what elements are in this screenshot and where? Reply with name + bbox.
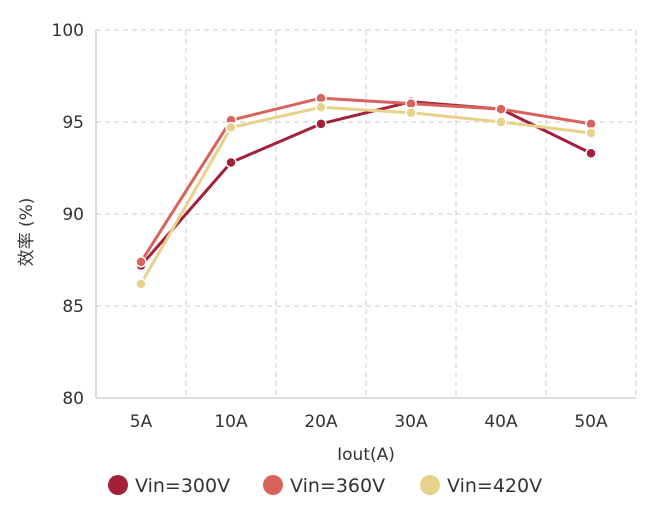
legend-label: Vin=360V <box>290 475 385 497</box>
series-layer <box>135 92 597 290</box>
series-line <box>139 105 592 285</box>
x-tick-label: 30A <box>394 412 428 432</box>
data-point[interactable] <box>495 103 507 115</box>
data-point[interactable] <box>315 118 327 130</box>
x-tick-label: 5A <box>130 412 153 432</box>
legend-label: Vin=420V <box>447 475 542 497</box>
legend-item[interactable]: Vin=360V <box>263 475 385 497</box>
data-point[interactable] <box>585 147 597 160</box>
legend-marker <box>420 475 440 495</box>
data-point[interactable] <box>585 127 597 139</box>
x-tick-label: 50A <box>574 412 608 432</box>
series-3 <box>135 101 597 290</box>
x-tick-label: 10A <box>214 412 248 432</box>
y-tick-label: 90 <box>62 205 84 225</box>
data-point[interactable] <box>495 116 507 128</box>
grid-layer <box>96 29 637 398</box>
label-layer: 80 85 90 95 100 5A 10A 20A 30A 40A 50A <box>52 21 608 432</box>
y-tick-label: 100 <box>52 21 84 41</box>
x-tick-label: 40A <box>484 412 518 432</box>
y-tick-label: 85 <box>62 297 84 317</box>
legend: Vin=300V Vin=360V Vin=420V <box>108 475 542 497</box>
data-point[interactable] <box>135 256 147 268</box>
legend-item[interactable]: Vin=300V <box>108 475 230 497</box>
axis-layer <box>95 30 636 399</box>
data-point[interactable] <box>225 121 237 134</box>
x-axis-title: Iout(A) <box>337 445 395 465</box>
series-line <box>139 100 592 267</box>
y-tick-label: 80 <box>62 389 84 409</box>
data-point[interactable] <box>315 101 327 114</box>
y-axis-title: 效率 (%) <box>17 198 37 267</box>
data-point[interactable] <box>135 278 147 290</box>
series-line <box>139 96 592 263</box>
data-point[interactable] <box>225 156 237 169</box>
legend-marker <box>263 475 283 495</box>
legend-label: Vin=300V <box>135 475 230 497</box>
legend-item[interactable]: Vin=420V <box>420 475 542 497</box>
legend-marker <box>108 475 128 495</box>
data-point[interactable] <box>405 107 417 119</box>
x-tick-label: 20A <box>304 412 338 432</box>
y-tick-label: 95 <box>62 113 84 133</box>
